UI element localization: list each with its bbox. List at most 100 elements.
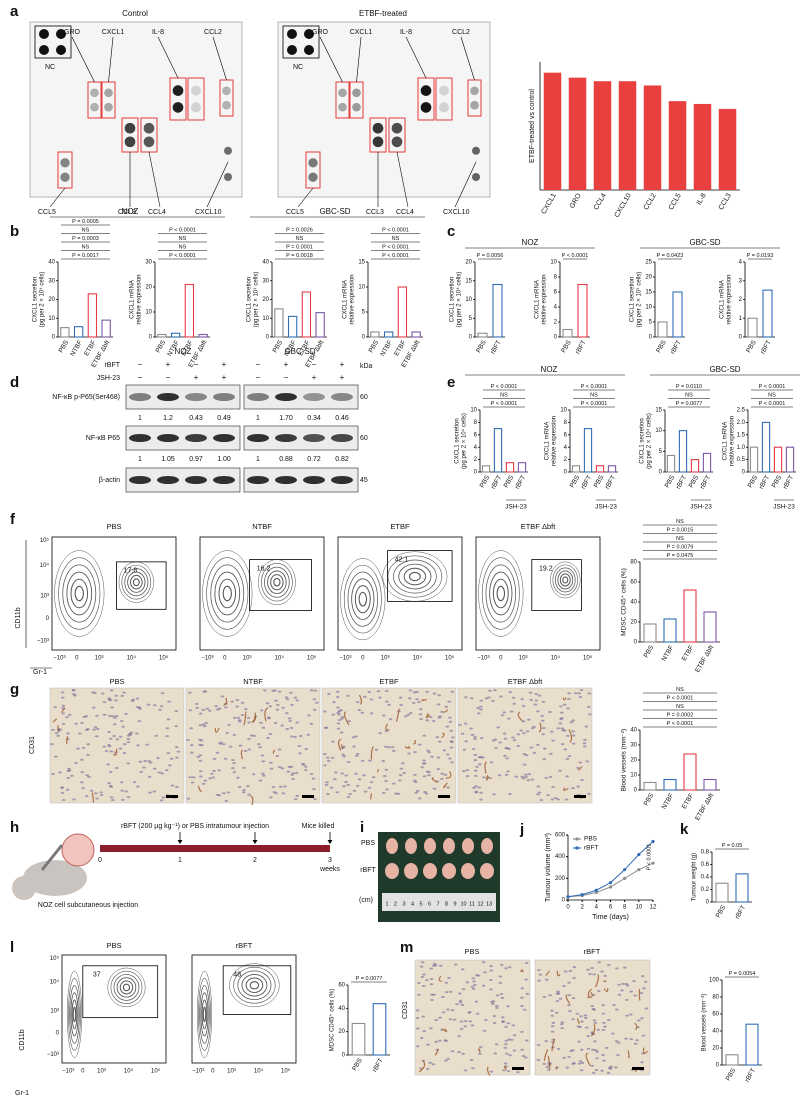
nucleus [401, 762, 405, 765]
vessel [214, 727, 220, 733]
kda-label: 45 [360, 477, 368, 484]
nucleus [76, 747, 80, 750]
nucleus [189, 744, 194, 747]
nucleus [268, 705, 273, 708]
nucleus [325, 781, 329, 784]
nucleus [582, 742, 587, 745]
y-tick-label: 15 [645, 290, 652, 296]
nucleus [578, 695, 583, 698]
contour [121, 564, 152, 600]
p-value: P < 0.0001 [169, 228, 196, 234]
nucleus [476, 712, 481, 715]
nucleus [508, 1054, 512, 1057]
y-tick-label: 1.5 [737, 432, 746, 438]
nucleus [277, 690, 282, 693]
bar [785, 446, 795, 473]
nucleus [232, 771, 237, 774]
nucleus [106, 763, 111, 766]
tumour [461, 863, 475, 879]
nucleus [211, 776, 216, 779]
x-tick-label: 10 [635, 905, 642, 911]
bar [543, 72, 562, 190]
nucleus [331, 713, 336, 716]
legend-label: rBFT [584, 845, 598, 852]
contour [54, 550, 105, 637]
nucleus [167, 700, 171, 703]
nucleus [560, 743, 565, 746]
nucleus [312, 788, 316, 791]
control-spot [56, 45, 66, 55]
nucleus [303, 765, 308, 768]
nucleus [562, 1056, 566, 1059]
point [651, 839, 655, 844]
nucleus [447, 976, 451, 979]
contour [273, 577, 281, 587]
timeline-tick: 1 [178, 857, 182, 864]
nucleus [499, 993, 504, 996]
nucleus [72, 693, 76, 696]
nucleus [573, 692, 578, 695]
nucleus [460, 968, 465, 971]
y-tick-label: 0 [716, 1063, 720, 1069]
tumour [481, 838, 493, 854]
bar [411, 331, 421, 338]
nucleus [419, 965, 424, 968]
y-tick-label: 0 [659, 470, 663, 476]
nucleus [536, 1059, 541, 1062]
nucleus [175, 756, 179, 759]
nucleus [565, 734, 570, 737]
p-value: P < 0.0001 [581, 401, 608, 407]
nucleus [577, 1062, 582, 1065]
vessel [431, 777, 438, 783]
spot [472, 146, 480, 155]
contour [127, 571, 146, 593]
p-value: P = 0.0002 [667, 713, 694, 719]
spot-label: CCL4 [396, 209, 414, 216]
nucleus [336, 711, 340, 714]
nucleus [489, 965, 493, 968]
nucleus [80, 721, 84, 724]
nucleus [429, 983, 434, 986]
nucleus [309, 689, 314, 692]
nucleus [132, 781, 137, 784]
nucleus [345, 694, 350, 697]
nucleus [436, 768, 441, 771]
contour [110, 970, 143, 1004]
contour [70, 992, 79, 1037]
nucleus [120, 789, 124, 792]
nucleus [190, 751, 194, 754]
nucleus [556, 990, 560, 993]
nucleus [89, 789, 94, 792]
nucleus [102, 745, 107, 748]
image-title: ETBF [379, 677, 399, 686]
nucleus [408, 689, 413, 692]
y-tick-label: 5 [362, 310, 366, 316]
nucleus [381, 759, 386, 762]
nucleus [60, 696, 65, 699]
nucleus [499, 695, 503, 698]
nucleus [451, 736, 455, 739]
nucleus [363, 790, 368, 793]
nucleus [527, 718, 531, 721]
tumour [405, 838, 417, 854]
x-tick-label: 10⁴ [124, 1068, 134, 1075]
nucleus [107, 730, 111, 733]
y-tick-label: 40 [630, 600, 637, 606]
nucleus [511, 696, 516, 699]
y-tick-label: 2 [474, 457, 478, 463]
x-tick-label: −10³ [192, 1069, 204, 1075]
nucleus [448, 990, 453, 993]
bar [693, 103, 712, 190]
bar [735, 873, 749, 903]
nucleus [335, 690, 340, 693]
vessel [434, 1049, 439, 1056]
nucleus [512, 702, 517, 705]
vessel [413, 739, 417, 745]
nucleus [227, 723, 231, 726]
nucleus [492, 1021, 497, 1024]
band [213, 393, 235, 401]
sign: + [222, 360, 227, 369]
nucleus [572, 966, 577, 969]
nucleus [499, 963, 504, 966]
nucleus [232, 733, 237, 736]
